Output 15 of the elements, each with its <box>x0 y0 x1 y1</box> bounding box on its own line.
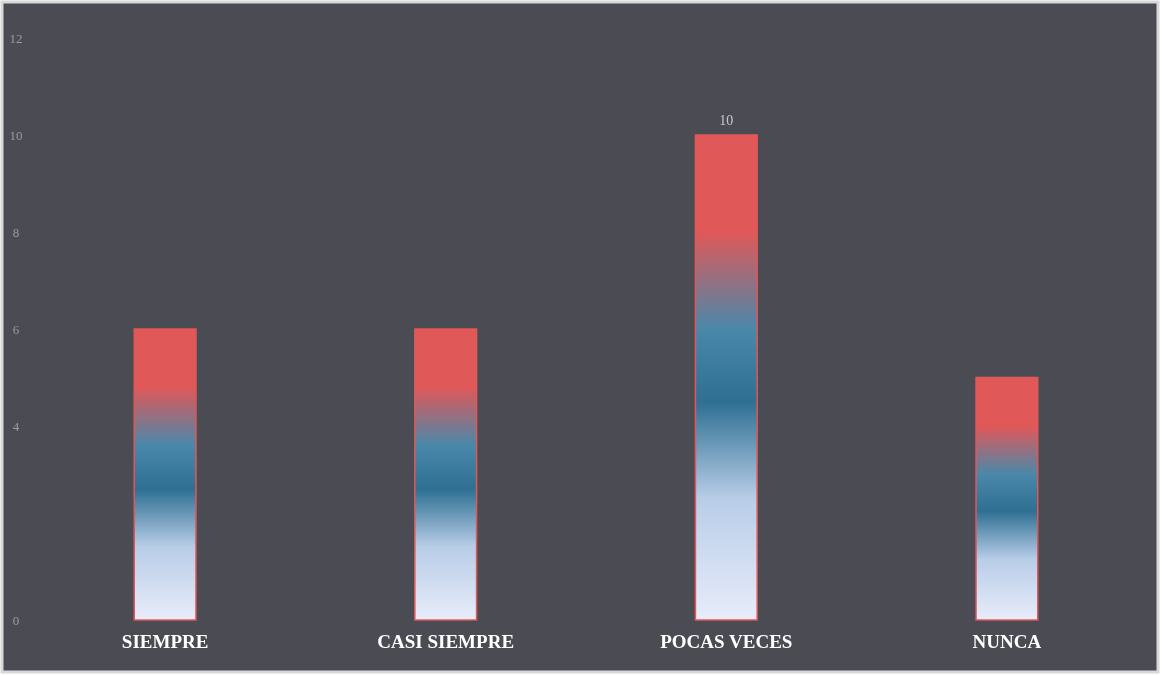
y-tick-label: 8 <box>12 224 20 240</box>
y-tick-label: 6 <box>12 321 20 337</box>
bar <box>133 328 197 621</box>
y-tick-label: 4 <box>12 418 20 434</box>
x-tick-label: POCAS VECES <box>660 631 793 652</box>
data-label: 10 <box>719 113 734 128</box>
bar <box>414 328 478 621</box>
bar <box>975 376 1039 621</box>
y-tick-label: 0 <box>12 612 20 628</box>
x-tick-label: CASI SIEMPRE <box>377 631 515 652</box>
x-tick-label: SIEMPRE <box>121 631 209 652</box>
y-tick-label: 10 <box>9 127 23 143</box>
bar <box>694 134 758 621</box>
x-tick-label: NUNCA <box>972 631 1042 652</box>
y-tick-label: 12 <box>9 30 23 46</box>
